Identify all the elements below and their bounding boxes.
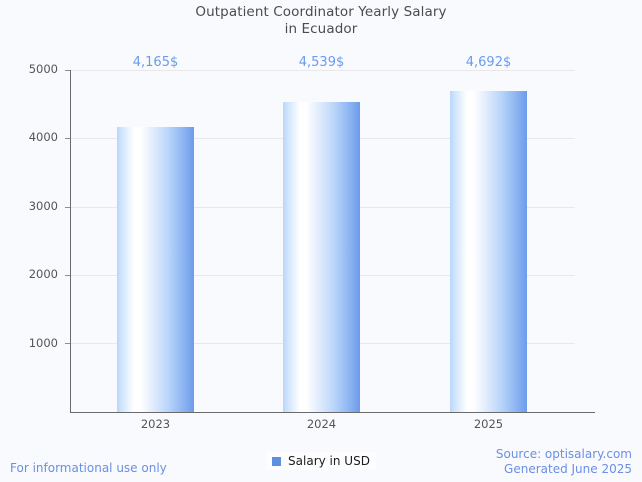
generated-line: Generated June 2025 (504, 462, 632, 476)
bar-value-label-2023: 4,165$ (132, 55, 179, 70)
y-axis-label: 2000 (28, 267, 58, 281)
x-axis-label-2023: 2023 (140, 417, 171, 431)
chart-title: Outpatient Coordinator Yearly Salary in … (0, 4, 642, 37)
y-axis-tick (65, 138, 70, 139)
disclaimer-text: For informational use only (10, 461, 167, 475)
y-axis-labels: 5000 4000 3000 2000 1000 (12, 62, 58, 412)
bar-2024[interactable] (283, 102, 360, 412)
y-axis-label: 5000 (28, 62, 58, 76)
bar-value-label-2024: 4,539$ (298, 55, 345, 70)
y-axis-label: 4000 (28, 130, 58, 144)
y-axis-tick (65, 207, 70, 208)
source-line: Source: optisalary.com (495, 447, 632, 461)
chart-title-line-1: Outpatient Coordinator Yearly Salary (195, 4, 447, 20)
x-axis-label-2024: 2024 (306, 417, 337, 431)
x-axis-line (70, 412, 595, 413)
chart-title-line-2: in Ecuador (284, 20, 358, 37)
y-axis-tick (65, 275, 70, 276)
bar-2023[interactable] (117, 127, 194, 412)
legend-item-salary[interactable]: Salary in USD (266, 452, 376, 470)
bar-value-label-2025: 4,692$ (465, 55, 512, 70)
y-axis-label: 1000 (28, 336, 58, 350)
chart-legend: Salary in USD (0, 452, 642, 470)
legend-swatch-icon (272, 456, 282, 466)
legend-label: Salary in USD (288, 454, 370, 468)
source-attribution: Source: optisalary.com Generated June 20… (496, 447, 632, 477)
y-axis-tick (65, 70, 70, 71)
bar-2025[interactable] (450, 91, 527, 412)
x-axis-labels: 2023 2024 2025 (70, 417, 595, 435)
y-axis-tick (65, 343, 70, 344)
y-axis-line (70, 70, 71, 412)
gridline-5000 (70, 70, 575, 71)
y-axis-label: 3000 (28, 199, 58, 213)
x-axis-label-2025: 2025 (473, 417, 504, 431)
plot-area: 4,165$ 4,539$ 4,692$ (65, 56, 595, 413)
